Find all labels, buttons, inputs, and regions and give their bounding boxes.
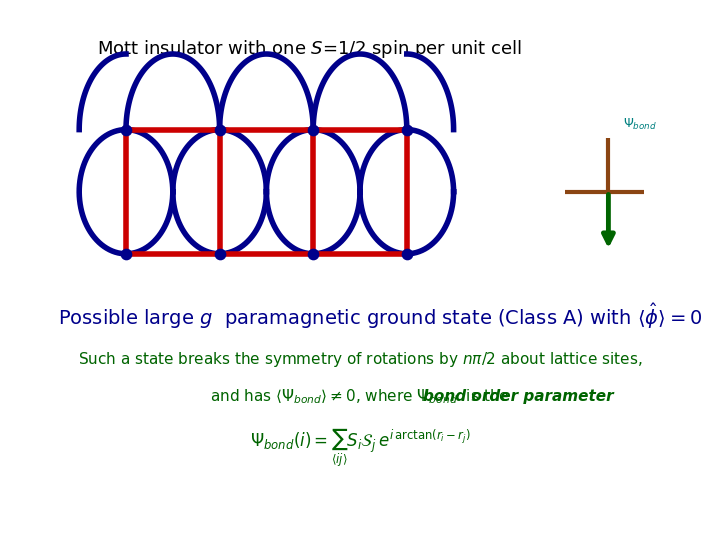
Text: Mott insulator with one $S$=1/2 spin per unit cell: Mott insulator with one $S$=1/2 spin per… — [97, 38, 522, 59]
Text: bond order parameter: bond order parameter — [423, 389, 613, 404]
Text: Possible large $g$  paramagnetic ground state (Class A) with $\langle\hat{\phi}\: Possible large $g$ paramagnetic ground s… — [58, 301, 702, 331]
Text: Such a state breaks the symmetry of rotations by $n\pi / 2$ about lattice sites,: Such a state breaks the symmetry of rota… — [78, 349, 642, 369]
Point — [401, 125, 413, 134]
Point — [120, 249, 132, 258]
Text: and has $\langle\Psi_{bond}\rangle \neq 0$, where $\Psi_{bond}$  is the: and has $\langle\Psi_{bond}\rangle \neq … — [210, 388, 510, 406]
Text: $\Psi_{bond}(i) = \sum_{\langle ij\rangle} S_i \mathcal{S}_j \, e^{i\,\mathrm{ar: $\Psi_{bond}(i) = \sum_{\langle ij\rangl… — [250, 427, 470, 470]
Point — [307, 125, 319, 134]
Point — [307, 249, 319, 258]
Point — [120, 125, 132, 134]
Point — [214, 125, 225, 134]
Point — [214, 249, 225, 258]
Text: $\Psi_{bond}$: $\Psi_{bond}$ — [623, 117, 657, 132]
Point — [401, 249, 413, 258]
